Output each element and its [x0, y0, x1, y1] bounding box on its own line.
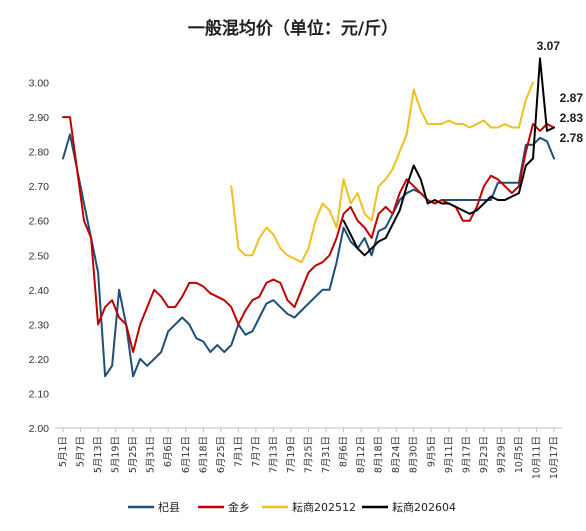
- series-layer: [62, 57, 555, 378]
- x-tick-label: 9月11日: [444, 436, 455, 473]
- x-tick-label: 8月12日: [356, 436, 367, 473]
- x-tick-label: 5月7日: [76, 436, 87, 467]
- x-tick-label: 8月30日: [409, 436, 420, 473]
- y-tick-label: 3.00: [29, 78, 50, 90]
- y-tick-label: 2.20: [29, 354, 50, 366]
- x-tick-label: 7月19日: [286, 436, 297, 473]
- x-tick-label: 7月1日: [233, 436, 244, 467]
- x-tick-label: 6月12日: [181, 436, 192, 473]
- data-label: 2.78: [560, 131, 584, 145]
- x-tick-label: 5月19日: [111, 436, 122, 473]
- x-tick-label: 9月17日: [461, 436, 472, 473]
- y-tick-label: 2.50: [29, 250, 50, 262]
- legend-label: 杞县: [158, 500, 180, 514]
- x-tick-label: 6月18日: [198, 436, 209, 473]
- series-line-0: [62, 133, 555, 378]
- end-labels: 3.07 2.87 2.83 2.78: [537, 39, 584, 145]
- x-tick-label: 7月13日: [268, 436, 279, 473]
- x-tick-label: 9月23日: [479, 436, 490, 473]
- x-tick-label: 5月1日: [58, 436, 69, 467]
- legend: 杞县 金乡 耘商202512 耘商202604: [128, 500, 456, 514]
- data-label: 2.87: [560, 91, 584, 105]
- legend-label: 耘商202604: [392, 500, 456, 514]
- x-tick-label: 9月5日: [426, 436, 437, 467]
- y-tick-label: 2.40: [29, 285, 50, 297]
- x-tick-label: 10月5日: [514, 436, 525, 473]
- x-tick-label: 6月6日: [163, 436, 174, 467]
- x-tick-label: 5月25日: [128, 436, 139, 473]
- x-tick-label: 10月17日: [549, 436, 560, 479]
- series-line-2: [230, 81, 534, 264]
- x-tick-label: 7月31日: [321, 436, 332, 473]
- x-tick-label: 8月24日: [391, 436, 402, 473]
- y-tick-label: 2.60: [29, 216, 50, 228]
- y-tick-label: 2.00: [29, 423, 50, 435]
- x-tick-label: 6月25日: [216, 436, 227, 473]
- data-label: 2.83: [560, 111, 584, 125]
- x-tick-label: 10月11日: [531, 436, 542, 479]
- legend-label: 耘商202512: [292, 500, 356, 514]
- x-tick-label: 8月18日: [374, 436, 385, 473]
- y-tick-label: 2.80: [29, 147, 50, 159]
- y-tick-label: 2.30: [29, 319, 50, 331]
- y-tick-label: 2.70: [29, 181, 50, 193]
- series-line-1: [62, 116, 555, 353]
- y-tick-label: 2.90: [29, 112, 50, 124]
- x-tick-label: 7月7日: [251, 436, 262, 467]
- x-tick-label: 7月25日: [304, 436, 315, 473]
- data-label: 3.07: [537, 39, 561, 53]
- series-line-3: [342, 57, 555, 257]
- axes: 2.00 2.10 2.20 2.30 2.40 2.50 2.60 2.70 2.80 2.90…: [29, 78, 562, 479]
- x-tick-label: 5月13日: [93, 436, 104, 473]
- y-tick-label: 2.10: [29, 388, 50, 400]
- legend-label: 金乡: [228, 500, 250, 514]
- x-tick-label: 9月29日: [496, 436, 507, 473]
- chart-title: 一般混均价（单位：元/斤）: [188, 18, 398, 39]
- x-tick-label: 8月6日: [339, 436, 350, 467]
- x-tick-label: 5月31日: [146, 436, 157, 473]
